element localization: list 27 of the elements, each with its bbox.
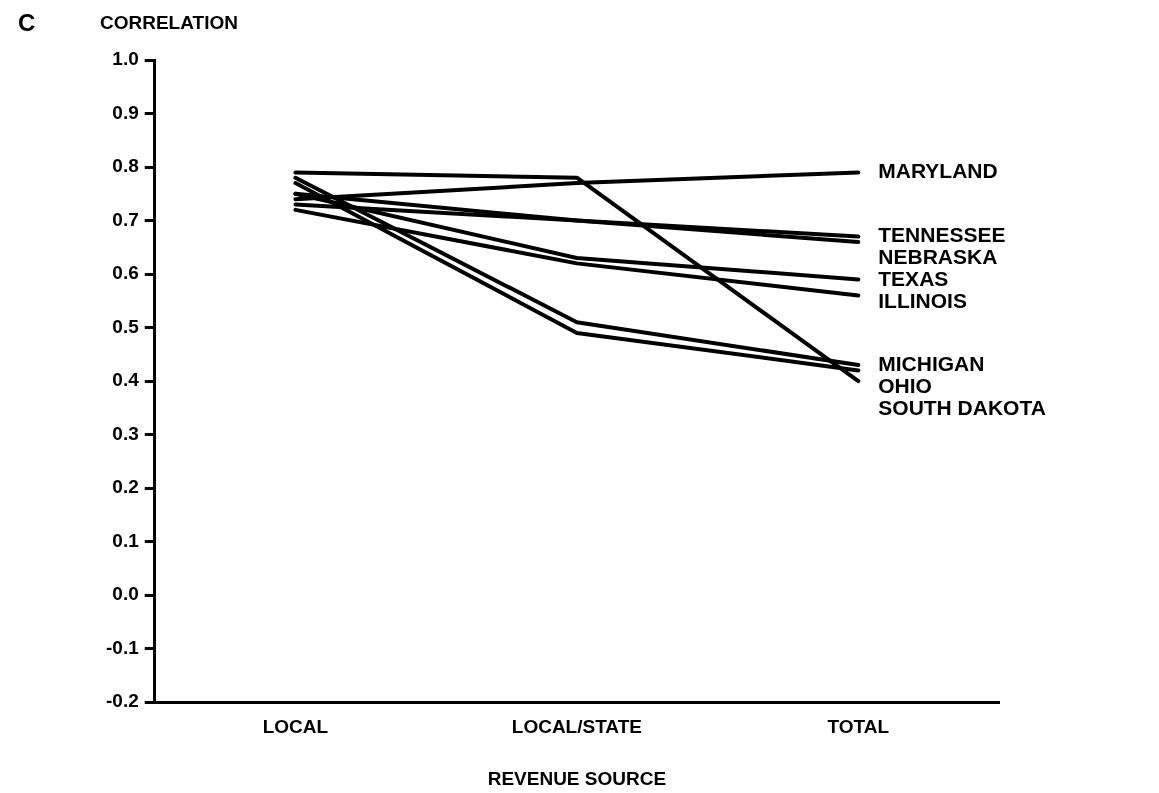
y-tick-label: 0.0 xyxy=(112,583,139,605)
series-label: MARYLAND xyxy=(878,159,998,183)
chart-title: C xyxy=(18,8,36,36)
y-tick-label: -0.1 xyxy=(105,636,140,658)
series-label: OHIO xyxy=(878,373,932,397)
series-label: TEXAS xyxy=(878,267,949,291)
y-tick-label: 1.0 xyxy=(112,48,139,70)
y-tick-label: 0.4 xyxy=(112,369,140,391)
series-label: NEBRASKA xyxy=(878,245,998,269)
series-label: MICHIGAN xyxy=(878,351,985,375)
x-tick-label: LOCAL xyxy=(262,715,329,737)
y-tick-label: 0.8 xyxy=(112,155,139,177)
y-tick-label: 0.7 xyxy=(112,208,139,230)
x-tick-label: TOTAL xyxy=(827,715,890,737)
y-tick-label: 0.5 xyxy=(112,315,140,337)
y-tick-label: 0.1 xyxy=(112,529,140,551)
series-label: TENNESSEE xyxy=(878,223,1006,247)
y-tick-label: 0.6 xyxy=(112,262,139,284)
y-tick-label: 0.9 xyxy=(112,101,139,123)
y-tick-label: 0.2 xyxy=(112,476,139,498)
x-axis-title: REVENUE SOURCE xyxy=(487,768,667,790)
y-tick-label: -0.2 xyxy=(105,690,139,712)
series-label: ILLINOIS xyxy=(878,289,967,313)
series-label: SOUTH DAKOTA xyxy=(878,395,1046,419)
y-axis-title: CORRELATION xyxy=(100,12,238,34)
y-tick-label: 0.3 xyxy=(112,422,139,444)
x-tick-label: LOCAL/STATE xyxy=(511,715,642,737)
